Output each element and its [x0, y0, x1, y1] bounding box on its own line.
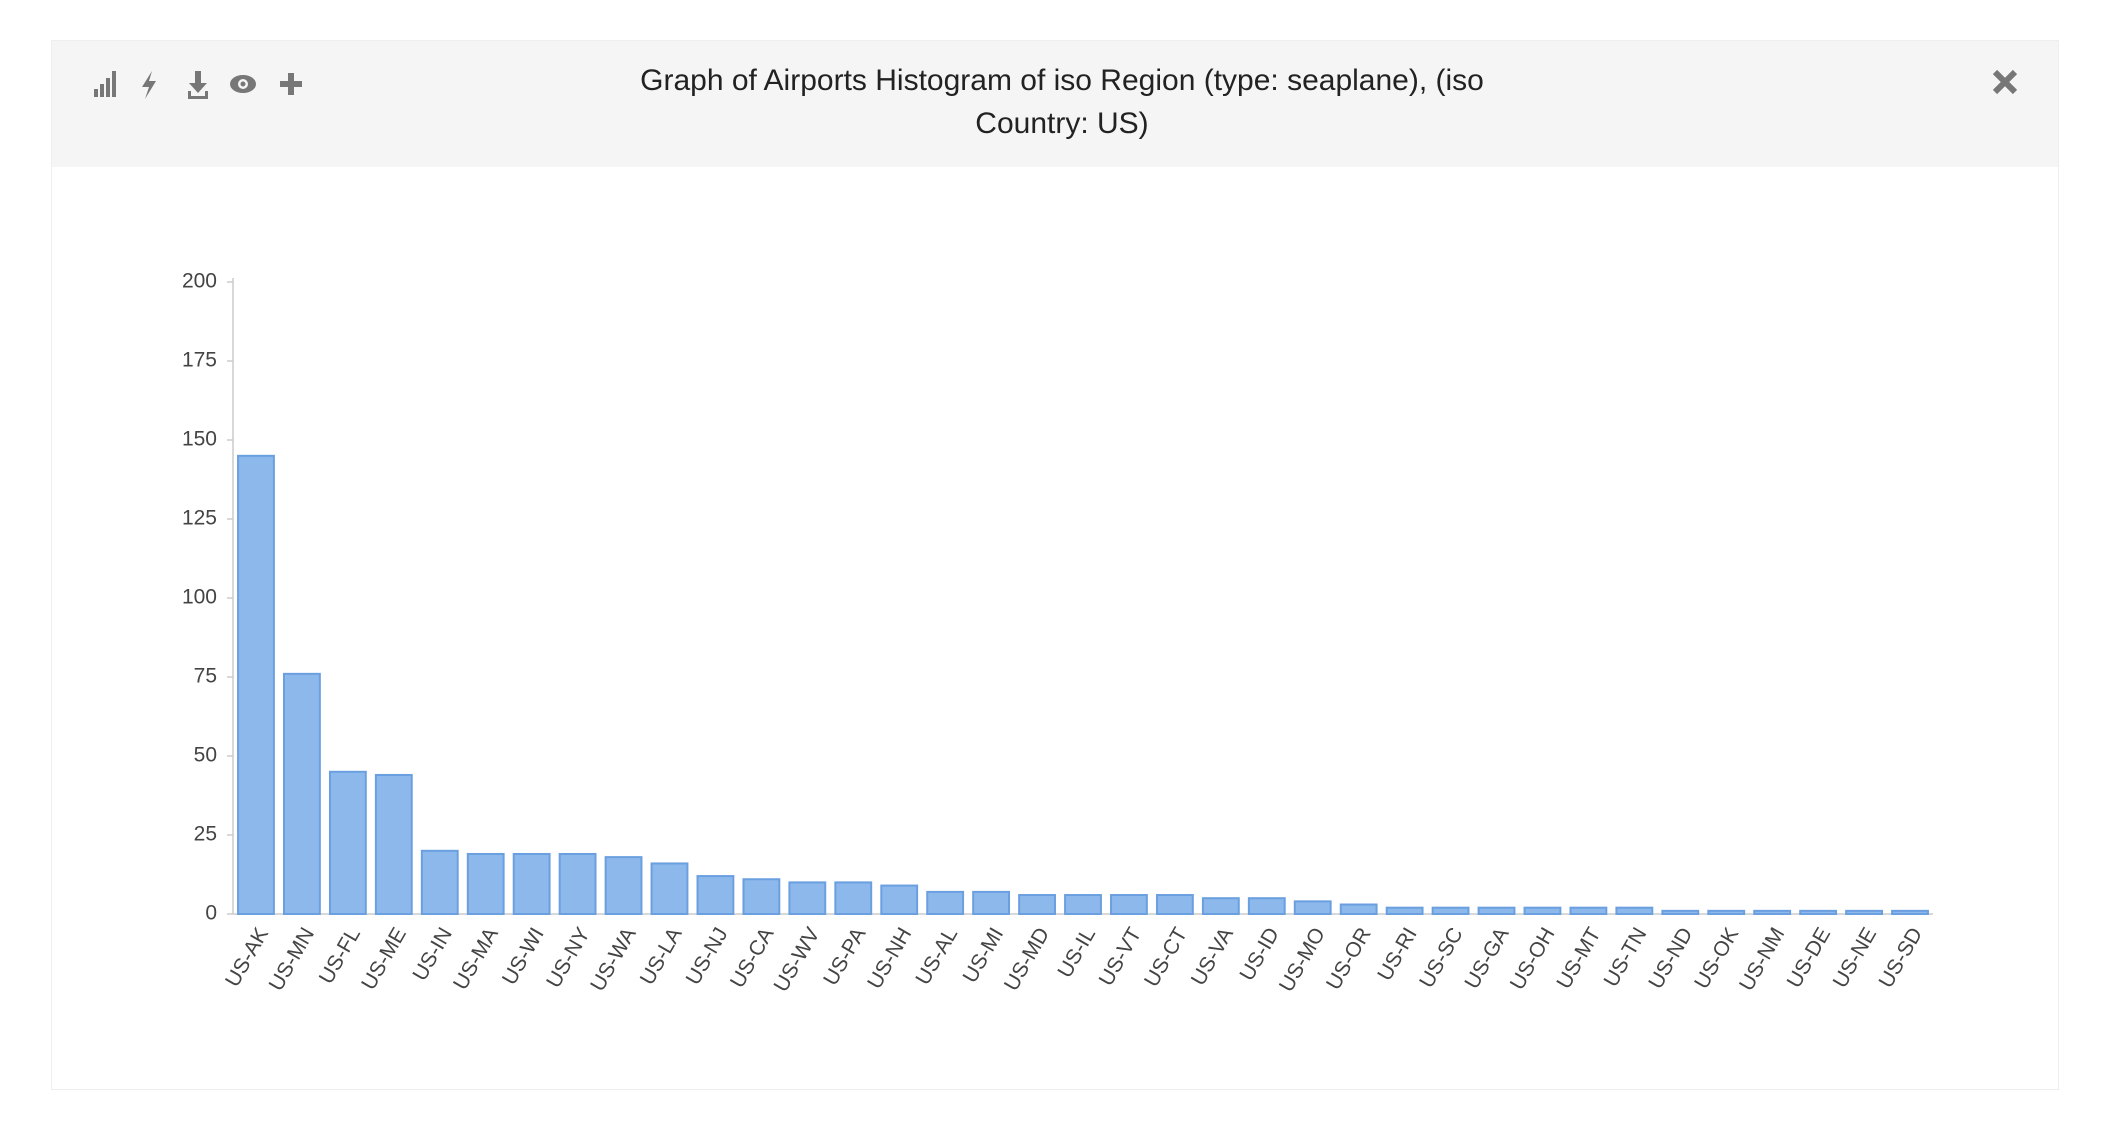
bar	[1661, 909, 1700, 916]
x-tick-label: US-RI	[1373, 924, 1422, 985]
bar	[466, 852, 505, 916]
bar	[1339, 903, 1378, 916]
bar	[1155, 894, 1194, 915]
y-tick-label: 125	[182, 507, 217, 530]
x-tick-label: US-ID	[1235, 924, 1284, 985]
bar	[1753, 909, 1792, 916]
y-tick-label: 175	[182, 349, 217, 372]
chart: 0255075100125150175200US-AKUS-MNUS-FLUS-…	[182, 270, 1933, 996]
x-tick-label: US-ND	[1644, 924, 1697, 993]
toolbar	[94, 71, 302, 99]
x-tick-label: US-MN	[265, 924, 319, 995]
bar	[880, 884, 919, 915]
bar	[1018, 894, 1056, 915]
x-tick-label: US-NH	[863, 924, 916, 993]
bar	[328, 770, 367, 915]
x-tick-label: US-MI	[959, 924, 1009, 987]
x-tick-label: US-MD	[1000, 924, 1054, 995]
bar	[972, 890, 1011, 916]
x-tick-label: US-NM	[1735, 924, 1789, 995]
y-tick-label: 50	[194, 744, 217, 767]
bar	[420, 849, 459, 915]
x-tick-label: US-OH	[1506, 924, 1560, 994]
bar	[1569, 906, 1608, 915]
bar	[1293, 900, 1332, 915]
bar	[1799, 909, 1838, 916]
y-tick-label: 75	[194, 665, 217, 688]
bar	[1707, 909, 1746, 916]
bar	[283, 672, 321, 916]
y-tick-label: 0	[205, 902, 217, 925]
bars-icon[interactable]	[94, 71, 116, 97]
close-button[interactable]	[1990, 67, 2020, 97]
x-tick-label: US-MT	[1552, 924, 1605, 993]
bar	[1247, 897, 1286, 916]
x-tick-label: US-IN	[408, 924, 457, 985]
x-tick-label: US-OR	[1322, 924, 1376, 994]
bar	[237, 454, 275, 915]
download-icon[interactable]	[188, 71, 208, 99]
bar	[834, 881, 873, 916]
x-tick-label: US-WA	[586, 924, 641, 995]
x-tick-label: US-FL	[315, 924, 365, 988]
eye-icon[interactable]	[230, 75, 256, 93]
bar	[1615, 906, 1654, 915]
bar	[604, 856, 643, 915]
y-tick-label: 25	[194, 823, 217, 846]
bar	[1385, 906, 1424, 915]
y-tick-label: 100	[182, 586, 217, 609]
bar	[926, 890, 965, 916]
bar	[1110, 894, 1148, 915]
x-tick-label: US-VA	[1187, 924, 1238, 990]
plus-icon[interactable]	[280, 73, 302, 95]
x-tick-label: US-AL	[911, 924, 962, 989]
chart-title: Graph of Airports Histogram of iso Regio…	[640, 64, 1484, 140]
bar	[374, 773, 413, 916]
x-tick-label: US-IL	[1053, 924, 1100, 982]
x-tick-label: US-VT	[1095, 924, 1147, 990]
x-tick-label: US-PA	[819, 924, 870, 990]
x-tick-label: US-WV	[770, 924, 825, 996]
x-tick-label: US-MA	[449, 924, 503, 994]
chart-panel: Graph of Airports Histogram of iso Regio…	[51, 40, 2059, 1090]
flash-icon[interactable]	[142, 71, 156, 99]
bar	[558, 852, 597, 916]
bar	[512, 852, 551, 916]
y-tick-label: 200	[182, 270, 217, 293]
bar	[1431, 906, 1470, 915]
x-tick-label: US-LA	[636, 924, 687, 989]
bar	[788, 881, 827, 916]
x-tick-label: US-MO	[1275, 924, 1330, 996]
x-tick-label: US-DE	[1783, 924, 1836, 992]
bar	[1845, 909, 1883, 916]
x-tick-label: US-WI	[498, 924, 549, 989]
bar	[696, 875, 735, 916]
bar	[742, 878, 781, 915]
x-tick-label: US-SD	[1875, 924, 1928, 992]
x-tick-label: US-ME	[357, 924, 411, 994]
y-tick-label: 150	[182, 428, 217, 451]
x-tick-label: US-NJ	[682, 924, 733, 989]
panel-header: Graph of Airports Histogram of iso Regio…	[52, 41, 2058, 167]
x-tick-label: US-NE	[1829, 924, 1882, 992]
bar	[650, 862, 689, 916]
bar	[1201, 897, 1240, 916]
x-tick-label: US-CT	[1140, 924, 1192, 991]
bar	[1064, 894, 1102, 915]
bar	[1891, 909, 1929, 916]
bar	[1523, 906, 1562, 915]
bar	[1477, 906, 1516, 915]
